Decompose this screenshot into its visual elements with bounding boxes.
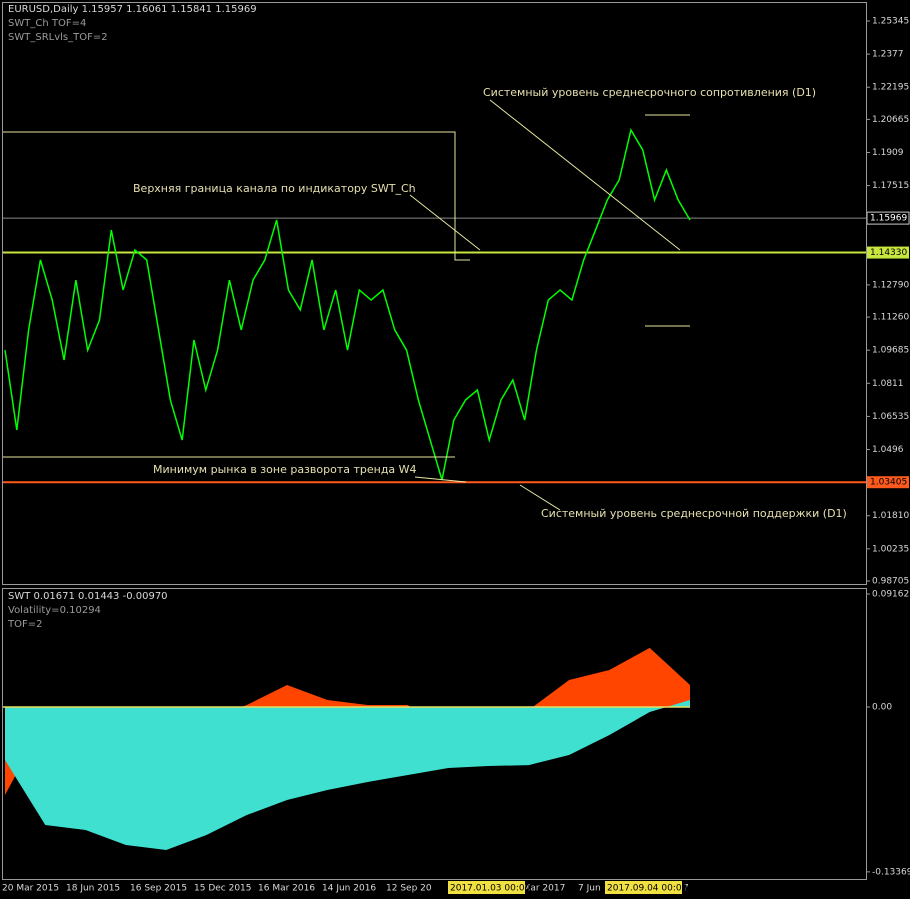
y-tick-label: -0.13369: [872, 867, 910, 877]
annotation: Системный уровень среднесрочного сопроти…: [483, 86, 816, 99]
indicator-panel: 0.09162 0.00 -0.13369: [3, 590, 910, 877]
annotation: Верхняя граница канала по индикатору SWT…: [133, 182, 416, 195]
y-tick-label: 1.1909: [872, 148, 904, 158]
x-tick-label: 12 Sep 20: [386, 884, 432, 894]
y-tick-label: 1.11260: [872, 313, 909, 323]
y-tick-label: 1.17515: [872, 181, 909, 191]
x-tick-label: 18 Jun 2015: [66, 884, 120, 894]
indicator-subtitle: TOF=2: [7, 619, 42, 630]
indicator-frame: [2, 588, 867, 880]
pointer: [489, 99, 681, 251]
cursor-label: 2017.01.03 00:00: [450, 884, 531, 894]
indicator-title: SWT 0.01671 0.01443 -0.00970: [8, 591, 168, 602]
cursor-tag: [448, 881, 525, 894]
annotation: Системный уровень среднесрочной поддержк…: [541, 507, 847, 520]
y-tick-label: 1.2377: [872, 50, 904, 60]
y-tick-label: 1.0811: [872, 379, 904, 389]
cursor-tag: [605, 881, 682, 894]
indicator-name: SWT_Ch TOF=4: [8, 18, 86, 29]
level-label: 1.15969: [870, 214, 907, 224]
x-tick-label: 20 Mar 2015: [2, 884, 59, 894]
x-tick-label: 7 Jun: [578, 884, 601, 894]
y-tick-label: 1.01810: [872, 511, 909, 521]
price-frame: [2, 2, 867, 585]
y-tick-label: 1.0496: [872, 445, 904, 455]
x-tick-label: 9 Mar 2017: [514, 884, 565, 894]
y-tick-label: 1.22195: [872, 83, 909, 93]
y-tick-label: 0.09162: [872, 590, 909, 600]
x-tick-label: 7: [683, 884, 689, 894]
price-line: [4, 128, 691, 481]
pointer: [414, 476, 467, 483]
indicator-area: [5, 699, 690, 851]
price-panel: 1.25345 1.2377 1.22195 1.20665 1.1909 1.17515…: [3, 17, 910, 587]
annotation: Минимум рынка в зоне разворота тренда W4: [153, 463, 417, 476]
x-tick-label: 15 Dec 2015: [194, 884, 252, 894]
level-label: 1.14330: [870, 248, 907, 258]
level-tag: [867, 476, 909, 489]
y-tick-label: 1.25345: [872, 17, 909, 27]
channel: [3, 99, 690, 511]
level-label: 1.03405: [870, 478, 907, 488]
y-tick-label: 0.98705: [872, 577, 909, 587]
chart-title: EURUSD,Daily 1.15957 1.16061 1.15841 1.1…: [8, 4, 257, 15]
y-tick-label: 1.12790: [872, 280, 909, 290]
channel-top: [3, 131, 470, 261]
level-tag: [867, 246, 909, 259]
pointer: [409, 194, 481, 251]
y-tick-label: 1.20665: [872, 115, 909, 125]
indicator-subtitle: Volatility=0.10294: [8, 605, 101, 616]
y-tick-label: 0.00: [872, 702, 892, 712]
y-tick-label: 1.06535: [872, 412, 909, 422]
frames: [2, 2, 867, 880]
x-tick-label: 14 Jun 2016: [322, 884, 376, 894]
pointer: [519, 484, 561, 511]
y-tick-label: 1.09685: [872, 346, 909, 356]
indicator-name: SWT_SRLvls_TOF=2: [8, 32, 108, 43]
y-tick-label: 1.00235: [872, 544, 909, 554]
cursor-label: 2017.09.04 00:00: [607, 884, 688, 894]
x-tick-label: 16 Sep 2015: [130, 884, 187, 894]
x-tick-label: 16 Mar 2016: [258, 884, 315, 894]
